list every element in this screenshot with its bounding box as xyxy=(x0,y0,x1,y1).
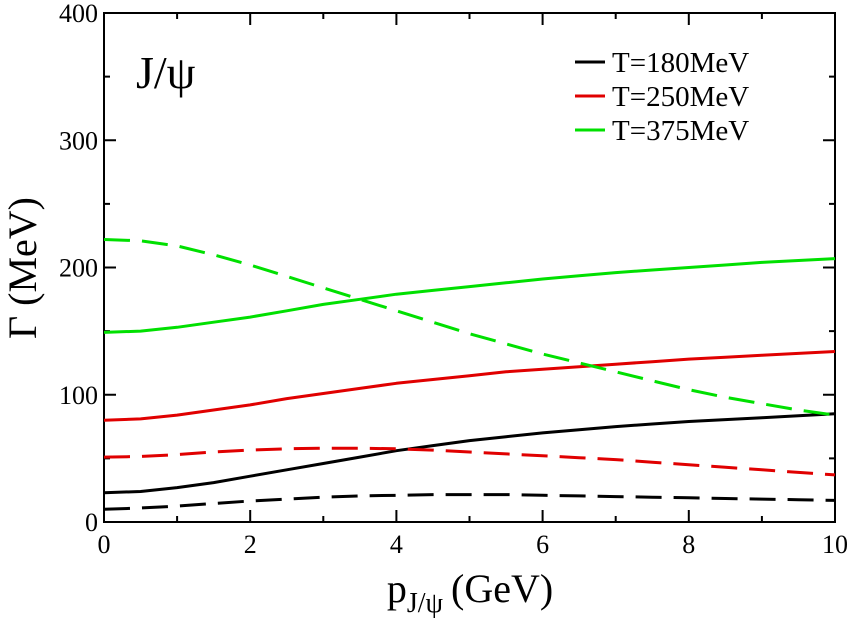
x-tick-label: 0 xyxy=(98,530,111,559)
legend-label: T=180MeV xyxy=(612,47,749,79)
curves xyxy=(103,238,836,511)
x-tick-label: 2 xyxy=(244,530,257,559)
x-tick-label: 10 xyxy=(822,530,848,559)
series-line-t-375mev-dashed xyxy=(103,238,836,417)
legend-label: T=250MeV xyxy=(612,81,749,113)
series-line-t-250mev-dashed xyxy=(103,446,836,477)
y-tick-label: 200 xyxy=(59,254,98,283)
x-tick-label: 4 xyxy=(390,530,403,559)
annotation-label: J/ψ xyxy=(136,47,196,98)
y-tick-label: 400 xyxy=(59,0,98,28)
y-tick-label: 100 xyxy=(59,381,98,410)
y-axis-label: Γ (MeV) xyxy=(0,197,45,339)
y-tick-label: 300 xyxy=(59,126,98,155)
x-axis-label-unit: (GeV) xyxy=(451,566,553,611)
series-line-t-250mev-solid xyxy=(103,350,836,422)
series-line-t-375mev-solid xyxy=(103,257,836,334)
x-axis-label-main: p xyxy=(387,566,407,611)
x-tick-label: 8 xyxy=(682,530,695,559)
x-tick-label: 6 xyxy=(536,530,549,559)
x-axis-label-sub: J/ψ xyxy=(407,588,444,619)
y-tick-label: 0 xyxy=(85,508,98,537)
x-axis-label: pJ/ψ (GeV) xyxy=(387,566,553,619)
series-line-t-180mev-solid xyxy=(103,412,836,495)
legend-label: T=375MeV xyxy=(612,115,749,147)
series-line-t-180mev-dashed xyxy=(103,493,836,511)
